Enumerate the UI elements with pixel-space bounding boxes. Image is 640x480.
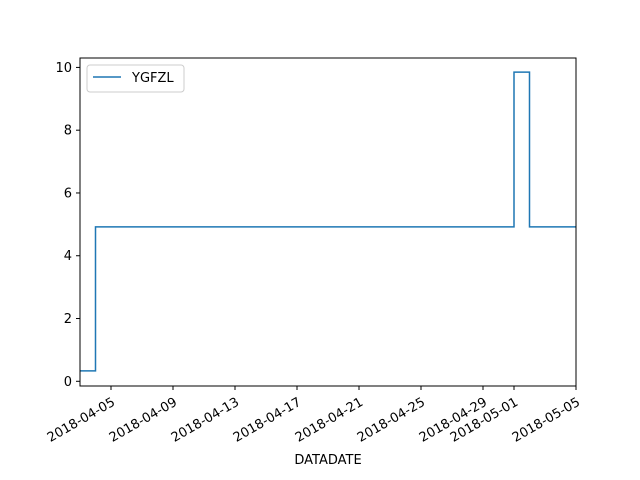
plot-frame [79,57,577,387]
y-tick-label: 4 [64,249,72,264]
x-tick-label: 2018-05-05 [510,395,583,446]
y-tick-label: 8 [64,124,72,139]
x-tick-label: 2018-04-17 [231,395,304,446]
y-tick-label: 10 [55,61,72,76]
plot-area [80,71,576,372]
x-tick-label: 2018-04-25 [355,395,428,446]
y-tick-label: 0 [64,375,72,390]
x-axis-label: DATADATE [294,453,361,468]
y-tick-label: 2 [64,312,72,327]
y-tick-label: 6 [64,186,72,201]
legend-box [86,64,185,93]
legend: YGFZL [86,64,185,93]
legend-label: YGFZL [131,71,174,86]
x-axis: 2018-04-052018-04-092018-04-132018-04-17… [45,386,583,446]
x-tick-label: 2018-04-09 [107,395,180,446]
series-line-0 [80,71,576,372]
x-tick-label: 2018-04-21 [293,395,366,446]
y-axis: 0 2 4 6 8 10 [55,61,80,390]
x-tick-label: 2018-04-05 [45,395,118,446]
x-tick-label: 2018-04-13 [169,395,242,446]
